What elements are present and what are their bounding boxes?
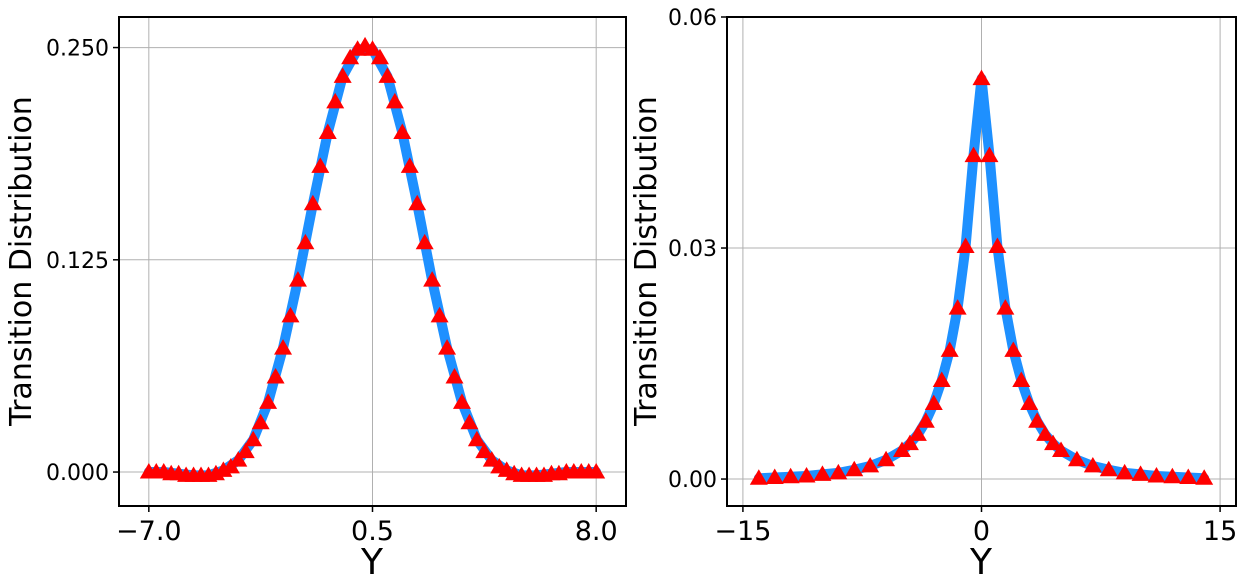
right-y-tick-label: 0.00 xyxy=(668,468,717,493)
left-triangle-marker xyxy=(587,463,606,479)
left-triangle-marker xyxy=(236,442,255,459)
right-triangle-marker xyxy=(877,450,896,467)
right-y-tick-label: 0.03 xyxy=(668,237,717,262)
right-x-tick-label: −15 xyxy=(714,516,771,547)
right-triangle-marker xyxy=(1083,456,1102,473)
left-triangle-marker xyxy=(423,271,442,287)
left-triangle-marker xyxy=(408,194,427,211)
left-triangle-marker xyxy=(326,92,345,109)
right-triangle-marker xyxy=(1195,469,1214,485)
right-plot-area xyxy=(749,69,1214,485)
left-triangle-marker xyxy=(251,413,270,430)
left-y-tick-label: 0.125 xyxy=(46,249,109,274)
right-x-axis-label: Y xyxy=(969,542,993,583)
left-x-tick-label: −7.0 xyxy=(116,516,182,547)
left-triangle-marker xyxy=(274,339,293,355)
left-triangle-marker xyxy=(229,451,248,467)
right-triangle-marker xyxy=(829,463,848,480)
left-triangle-marker xyxy=(281,306,300,323)
left-triangle-marker xyxy=(438,339,457,355)
left-triangle-marker xyxy=(445,367,464,384)
left-triangle-marker xyxy=(460,413,479,430)
left-triangle-marker xyxy=(244,430,263,447)
right-triangle-marker xyxy=(1067,450,1086,467)
right-triangle-marker xyxy=(1036,425,1055,441)
left-triangle-marker xyxy=(400,157,419,173)
left-triangle-marker xyxy=(482,451,501,467)
right-triangle-marker xyxy=(1131,465,1150,481)
left-x-axis-label: Y xyxy=(360,542,384,583)
right-triangle-marker xyxy=(1115,463,1134,480)
left-triangle-marker xyxy=(259,393,278,409)
left-y-axis-label: Transition Distribution xyxy=(4,96,39,427)
left-triangle-marker xyxy=(311,157,330,173)
right-triangle-marker xyxy=(813,465,832,481)
right-triangle-marker xyxy=(980,146,999,163)
right-triangle-marker xyxy=(749,469,768,485)
right-x-tick-label: 0 xyxy=(973,516,990,547)
right-triangle-marker xyxy=(845,460,864,477)
left-triangle-marker xyxy=(475,442,494,459)
left-triangle-marker xyxy=(296,233,315,250)
left-triangle-marker xyxy=(378,67,397,83)
right-triangle-marker xyxy=(1163,467,1182,484)
left-triangle-marker xyxy=(341,48,360,65)
left-chart-panel: −7.0 0.5 8.0 0.000 0.125 0.250 Y Transition D… xyxy=(4,16,627,583)
right-triangle-marker xyxy=(916,412,935,428)
right-triangle-marker xyxy=(1179,468,1198,484)
right-triangle-marker xyxy=(1020,394,1039,411)
right-axis-ticks: −15 0 15 0.00 0.03 0.06 xyxy=(668,6,1237,547)
right-triangle-marker xyxy=(1044,434,1063,451)
left-triangle-marker xyxy=(467,430,486,447)
right-triangle-marker xyxy=(956,237,975,253)
left-triangle-marker xyxy=(333,67,352,83)
right-triangle-marker xyxy=(1099,460,1118,477)
right-triangle-marker xyxy=(1028,412,1047,428)
left-triangle-marker xyxy=(318,123,337,139)
right-triangle-marker xyxy=(988,237,1007,253)
right-triangle-marker xyxy=(996,299,1015,315)
right-triangle-marker xyxy=(1012,371,1031,387)
right-y-axis-label: Transition Distribution xyxy=(629,96,664,427)
right-y-tick-label: 0.06 xyxy=(668,6,717,31)
left-y-tick-label: 0.250 xyxy=(46,37,109,62)
right-triangle-marker xyxy=(1004,341,1023,357)
right-triangle-marker xyxy=(908,425,927,441)
right-triangle-marker xyxy=(797,466,816,483)
left-axis-ticks: −7.0 0.5 8.0 0.000 0.125 0.250 xyxy=(46,37,618,547)
right-triangle-marker xyxy=(781,467,800,484)
right-triangle-marker xyxy=(940,341,959,357)
right-triangle-marker xyxy=(1147,466,1166,483)
right-triangle-marker xyxy=(765,468,784,484)
left-triangle-marker xyxy=(370,48,389,65)
right-triangle-marker xyxy=(861,456,880,473)
right-triangle-marker xyxy=(964,146,983,163)
right-triangle-marker xyxy=(932,371,951,387)
left-triangle-marker xyxy=(385,92,404,109)
left-triangle-marker xyxy=(430,306,449,323)
left-triangle-marker xyxy=(452,393,471,409)
right-triangle-marker xyxy=(972,69,991,86)
right-chart-panel: −15 0 15 0.00 0.03 0.06 Y Transition Distribu… xyxy=(629,6,1237,583)
right-x-tick-label: 15 xyxy=(1203,516,1237,547)
left-triangle-marker xyxy=(415,233,434,250)
left-y-tick-label: 0.000 xyxy=(46,461,109,486)
right-triangle-marker xyxy=(900,434,919,451)
left-plot-area xyxy=(139,36,606,482)
left-x-tick-label: 8.0 xyxy=(575,516,618,547)
right-triangle-marker xyxy=(948,299,967,315)
left-triangle-marker xyxy=(303,194,322,211)
left-triangle-marker xyxy=(393,123,412,139)
left-triangle-marker xyxy=(363,40,382,56)
left-x-tick-label: 0.5 xyxy=(351,516,394,547)
right-triangle-marker xyxy=(1052,441,1071,458)
left-triangle-marker xyxy=(266,367,285,384)
left-triangle-marker xyxy=(288,271,307,287)
right-triangle-marker xyxy=(924,394,943,411)
